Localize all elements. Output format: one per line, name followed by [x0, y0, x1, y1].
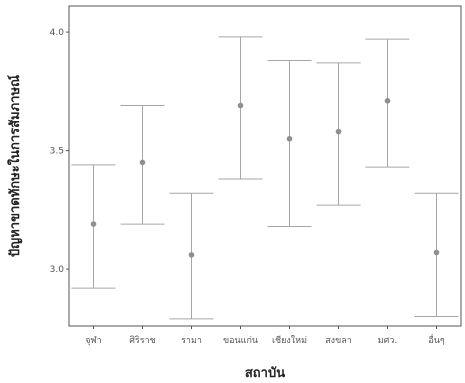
x-tick-label: สงขลา — [325, 336, 352, 346]
mean-point — [286, 135, 293, 142]
plot-panel — [68, 5, 462, 327]
x-axis: จุฬา ศิริราช รามา ขอนแก่น เชียงใหม่ สงขลา มศว.… — [85, 326, 445, 346]
mean-point — [90, 221, 97, 227]
x-tick-label: รามา — [181, 336, 202, 346]
mean-point — [139, 159, 146, 166]
mean-point — [237, 102, 244, 109]
mean-point — [433, 249, 440, 256]
y-axis-title: ปัญหาขาดทักษะในการสัมภาษณ์ — [6, 75, 23, 257]
y-tick-label: 3.5 — [50, 147, 64, 157]
x-tick-label: อื่นๆ — [428, 333, 445, 346]
y-axis: 3.0 3.5 4.0 — [50, 28, 69, 275]
x-tick-label: จุฬา — [85, 335, 101, 346]
y-tick-label: 3.0 — [50, 265, 65, 275]
mean-point — [188, 252, 195, 258]
y-tick-label: 4.0 — [50, 28, 65, 38]
error-bars — [71, 36, 459, 320]
x-tick-label: ขอนแก่น — [223, 336, 258, 346]
mean-point — [384, 98, 391, 104]
x-tick-label: ศิริราช — [129, 335, 156, 346]
mean-point — [335, 128, 342, 135]
x-tick-label: มศว. — [378, 336, 398, 346]
x-tick-label: เชียงใหม่ — [272, 335, 307, 346]
x-axis-title: สถาบัน — [245, 366, 285, 381]
